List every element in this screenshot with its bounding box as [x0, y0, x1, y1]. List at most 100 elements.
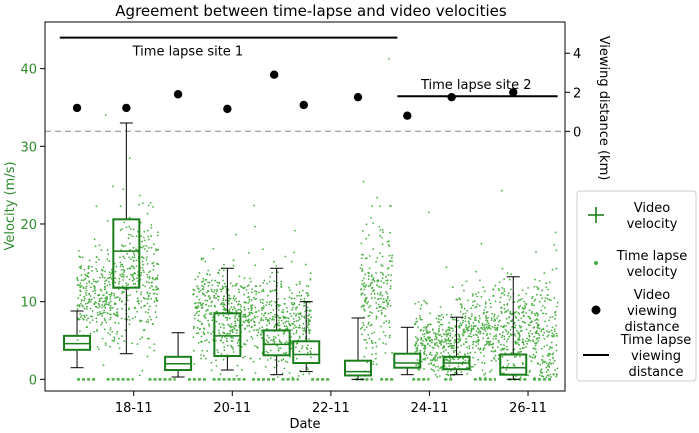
timelapse-point	[193, 349, 195, 352]
timelapse-point	[477, 347, 480, 350]
timelapse-point	[92, 280, 95, 283]
timelapse-point	[431, 346, 434, 349]
timelapse-point	[496, 317, 498, 320]
timelapse-point	[556, 305, 558, 308]
timelapse-point	[256, 346, 259, 349]
timelapse-point	[133, 306, 136, 309]
timelapse-point	[483, 374, 485, 376]
timelapse-point	[493, 326, 496, 329]
timelapse-point	[524, 340, 527, 342]
timelapse-point	[379, 252, 381, 255]
timelapse-point	[519, 305, 521, 308]
y2-tick-label: 2	[573, 86, 581, 101]
timelapse-point	[306, 309, 309, 312]
timelapse-point	[201, 288, 204, 290]
timelapse-point	[445, 313, 448, 316]
timelapse-point	[508, 335, 511, 338]
timelapse-point	[291, 322, 294, 325]
timelapse-point	[454, 326, 457, 328]
timelapse-point	[369, 284, 372, 287]
timelapse-point	[222, 331, 225, 334]
timelapse-point	[292, 303, 295, 306]
timelapse-point	[434, 357, 437, 360]
timelapse-point	[156, 234, 159, 237]
timelapse-point	[501, 267, 504, 270]
timelapse-point	[227, 303, 230, 305]
timelapse-point	[297, 375, 300, 377]
timelapse-point	[104, 311, 106, 314]
timelapse-point	[379, 293, 382, 295]
timelapse-point	[360, 305, 363, 308]
timelapse-point	[501, 292, 504, 294]
timelapse-point	[546, 325, 548, 327]
timelapse-point	[507, 338, 509, 340]
timelapse-point	[101, 274, 104, 277]
timelapse-point	[547, 352, 550, 355]
timelapse-point	[521, 320, 524, 323]
timelapse-point	[543, 331, 546, 334]
timelapse-point	[204, 260, 207, 263]
timelapse-point	[290, 315, 293, 317]
timelapse-point	[534, 298, 537, 301]
timelapse-point	[149, 202, 152, 204]
timelapse-point	[265, 304, 268, 306]
timelapse-point	[415, 321, 417, 324]
timelapse-point	[546, 298, 549, 300]
timelapse-point	[292, 327, 295, 329]
timelapse-point	[205, 278, 208, 281]
timelapse-point	[299, 326, 301, 329]
timelapse-point	[193, 325, 195, 328]
timelapse-point	[207, 281, 209, 284]
timelapse-point	[200, 341, 203, 343]
timelapse-point	[518, 351, 521, 353]
timelapse-point	[420, 338, 422, 341]
timelapse-point	[213, 296, 216, 299]
timelapse-point	[255, 297, 258, 300]
box-body	[292, 340, 321, 365]
timelapse-point	[521, 347, 524, 350]
timelapse-point	[200, 357, 202, 360]
timelapse-point	[531, 297, 533, 300]
y-tick-label: 10	[20, 296, 37, 311]
timelapse-point	[295, 329, 298, 332]
timelapse-point	[494, 354, 497, 357]
timelapse-point	[128, 256, 131, 259]
timelapse-point	[528, 338, 530, 341]
timelapse-point	[361, 268, 364, 270]
timelapse-point	[440, 341, 443, 344]
timelapse-point	[434, 373, 437, 376]
timelapse-point	[104, 306, 107, 309]
timelapse-point	[237, 344, 240, 347]
timelapse-point	[280, 341, 283, 344]
timelapse-point	[194, 314, 196, 317]
timelapse-point	[93, 286, 96, 289]
timelapse-point	[109, 276, 112, 278]
timelapse-point	[472, 343, 474, 346]
timelapse-point	[522, 315, 525, 318]
timelapse-point	[419, 315, 421, 317]
timelapse-point	[522, 338, 524, 341]
timelapse-point	[129, 228, 132, 230]
timelapse-point	[361, 230, 364, 232]
timelapse-point	[248, 252, 250, 254]
timelapse-point	[370, 274, 373, 277]
timelapse-point	[132, 259, 135, 262]
timelapse-point	[108, 281, 110, 283]
timelapse-point	[251, 288, 254, 290]
timelapse-point	[515, 317, 518, 319]
timelapse-point	[489, 328, 492, 330]
timelapse-point	[447, 342, 450, 345]
timelapse-point	[142, 263, 145, 266]
timelapse-point	[531, 304, 533, 306]
timelapse-point	[198, 310, 201, 313]
timelapse-point	[275, 265, 278, 267]
timelapse-point	[447, 345, 450, 348]
timelapse-point	[513, 301, 516, 303]
timelapse-point	[156, 274, 159, 277]
timelapse-point	[460, 371, 463, 374]
timelapse-point	[507, 363, 510, 365]
timelapse-point	[147, 204, 150, 207]
timelapse-point	[221, 288, 223, 291]
timelapse-point	[128, 278, 131, 281]
timelapse-point	[266, 359, 269, 361]
